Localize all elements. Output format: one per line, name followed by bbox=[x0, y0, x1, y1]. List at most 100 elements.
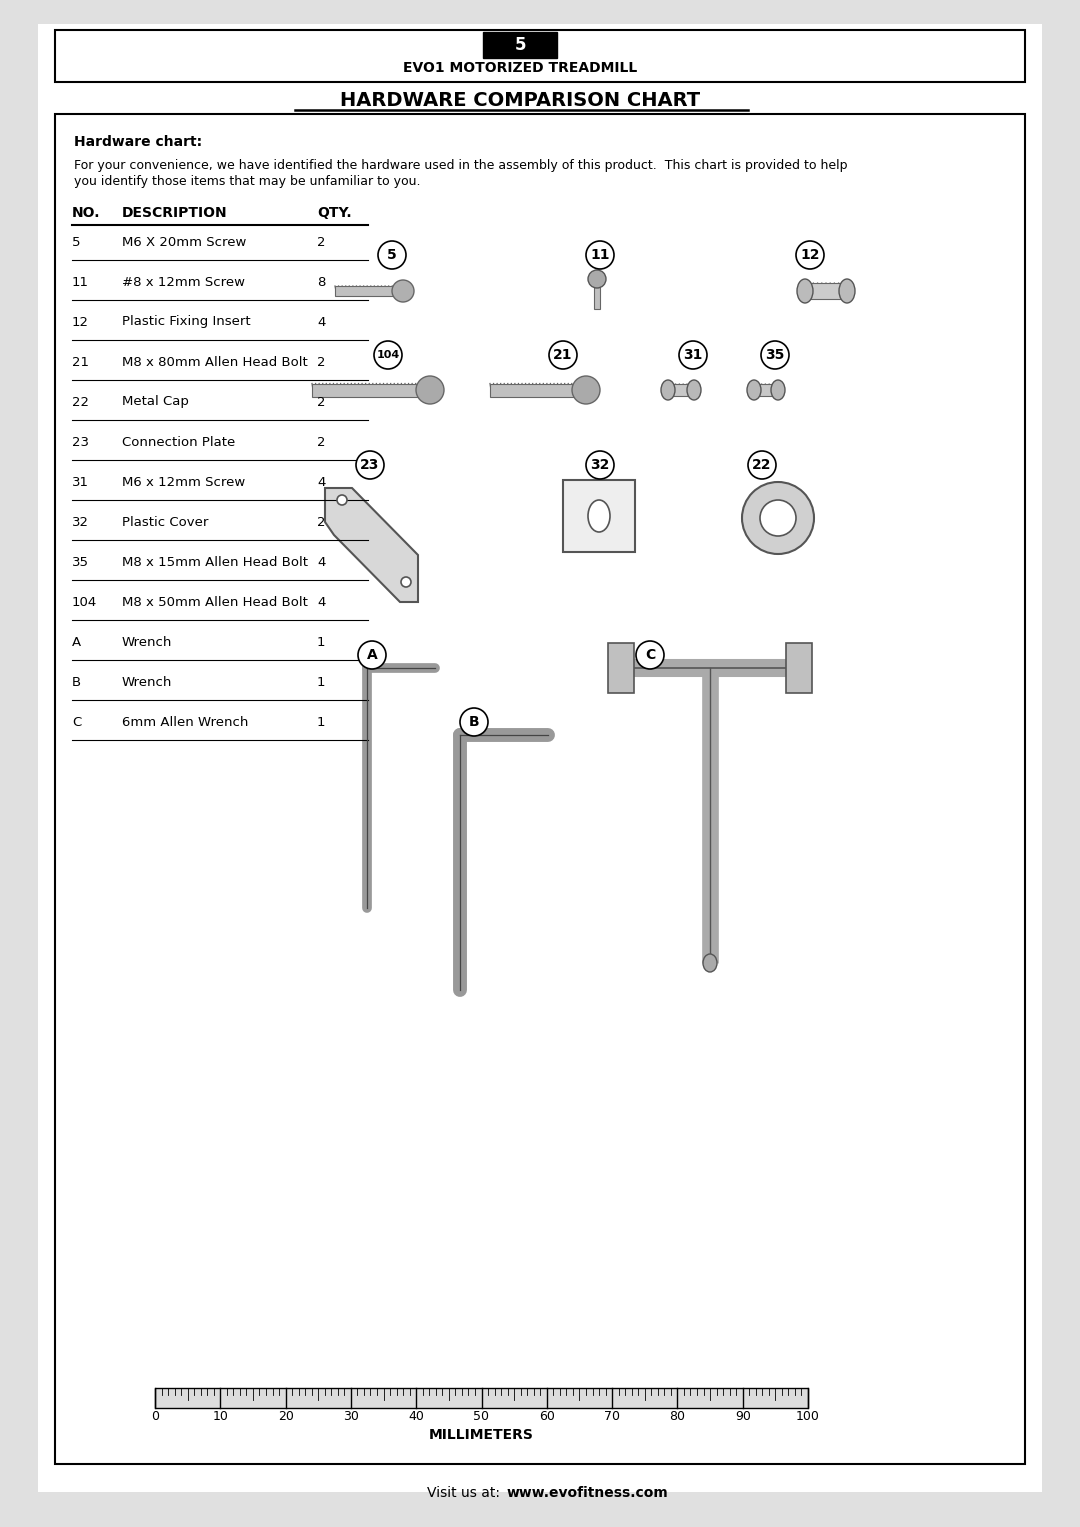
Text: 2: 2 bbox=[318, 235, 325, 249]
Text: B: B bbox=[72, 675, 81, 689]
Bar bbox=[608, 643, 634, 693]
Text: 2: 2 bbox=[318, 516, 325, 528]
Text: M6 x 12mm Screw: M6 x 12mm Screw bbox=[122, 475, 245, 489]
Circle shape bbox=[636, 641, 664, 669]
Text: 32: 32 bbox=[72, 516, 89, 528]
Bar bbox=[754, 383, 778, 395]
Circle shape bbox=[549, 341, 577, 370]
Text: For your convenience, we have identified the hardware used in the assembly of th: For your convenience, we have identified… bbox=[75, 159, 848, 171]
Text: 12: 12 bbox=[72, 316, 89, 328]
Text: 35: 35 bbox=[766, 348, 785, 362]
Text: 40: 40 bbox=[408, 1409, 424, 1423]
Text: 10: 10 bbox=[213, 1409, 228, 1423]
Bar bbox=[669, 383, 694, 395]
Circle shape bbox=[357, 641, 386, 669]
Bar bbox=[594, 287, 600, 308]
Text: NO.: NO. bbox=[72, 206, 100, 220]
Bar bbox=[335, 286, 403, 296]
Text: you identify those items that may be unfamiliar to you.: you identify those items that may be unf… bbox=[75, 174, 420, 188]
Text: M6 X 20mm Screw: M6 X 20mm Screw bbox=[122, 235, 246, 249]
Text: 0: 0 bbox=[151, 1409, 159, 1423]
Text: Connection Plate: Connection Plate bbox=[122, 435, 235, 449]
Text: 21: 21 bbox=[553, 348, 572, 362]
Text: 50: 50 bbox=[473, 1409, 489, 1423]
Ellipse shape bbox=[760, 499, 796, 536]
Text: 22: 22 bbox=[753, 458, 772, 472]
Text: 1: 1 bbox=[318, 675, 325, 689]
Text: 35: 35 bbox=[72, 556, 89, 568]
Circle shape bbox=[356, 450, 384, 479]
Circle shape bbox=[761, 341, 789, 370]
Text: 1: 1 bbox=[318, 716, 325, 728]
Bar bbox=[55, 115, 1025, 1464]
Text: 32: 32 bbox=[591, 458, 610, 472]
Text: 8: 8 bbox=[318, 275, 325, 289]
Ellipse shape bbox=[839, 279, 855, 302]
Circle shape bbox=[374, 341, 402, 370]
Text: 2: 2 bbox=[318, 356, 325, 368]
Text: 5: 5 bbox=[514, 37, 526, 53]
Text: 90: 90 bbox=[734, 1409, 751, 1423]
Text: 11: 11 bbox=[72, 275, 89, 289]
Text: MILLIMETERS: MILLIMETERS bbox=[429, 1428, 534, 1441]
Ellipse shape bbox=[416, 376, 444, 405]
Text: 2: 2 bbox=[318, 395, 325, 409]
Text: 31: 31 bbox=[72, 475, 89, 489]
Circle shape bbox=[679, 341, 707, 370]
Ellipse shape bbox=[687, 380, 701, 400]
Text: M8 x 50mm Allen Head Bolt: M8 x 50mm Allen Head Bolt bbox=[122, 596, 308, 608]
Text: 4: 4 bbox=[318, 316, 325, 328]
Text: 22: 22 bbox=[72, 395, 89, 409]
Text: 20: 20 bbox=[278, 1409, 294, 1423]
Text: HARDWARE COMPARISON CHART: HARDWARE COMPARISON CHART bbox=[340, 90, 700, 110]
Ellipse shape bbox=[572, 376, 600, 405]
Text: 11: 11 bbox=[591, 247, 610, 263]
Bar bbox=[805, 282, 847, 299]
Ellipse shape bbox=[797, 279, 813, 302]
Text: Hardware chart:: Hardware chart: bbox=[75, 134, 202, 150]
Ellipse shape bbox=[661, 380, 675, 400]
Text: 6mm Allen Wrench: 6mm Allen Wrench bbox=[122, 716, 248, 728]
Text: Wrench: Wrench bbox=[122, 635, 173, 649]
Text: 4: 4 bbox=[318, 596, 325, 608]
Ellipse shape bbox=[742, 483, 814, 554]
Text: #8 x 12mm Screw: #8 x 12mm Screw bbox=[122, 275, 245, 289]
Text: 100: 100 bbox=[796, 1409, 820, 1423]
Circle shape bbox=[586, 450, 615, 479]
Text: 1: 1 bbox=[318, 635, 325, 649]
Text: C: C bbox=[72, 716, 81, 728]
Text: 70: 70 bbox=[604, 1409, 620, 1423]
Ellipse shape bbox=[771, 380, 785, 400]
Text: M8 x 15mm Allen Head Bolt: M8 x 15mm Allen Head Bolt bbox=[122, 556, 308, 568]
Circle shape bbox=[460, 709, 488, 736]
Text: Plastic Cover: Plastic Cover bbox=[122, 516, 208, 528]
Text: 5: 5 bbox=[387, 247, 396, 263]
Text: 2: 2 bbox=[318, 435, 325, 449]
Text: 31: 31 bbox=[684, 348, 703, 362]
Text: DESCRIPTION: DESCRIPTION bbox=[122, 206, 228, 220]
Text: www.evofitness.com: www.evofitness.com bbox=[507, 1486, 669, 1500]
Text: Metal Cap: Metal Cap bbox=[122, 395, 189, 409]
Circle shape bbox=[796, 241, 824, 269]
Text: A: A bbox=[366, 647, 377, 663]
Bar bbox=[786, 643, 812, 693]
Text: 60: 60 bbox=[539, 1409, 555, 1423]
Bar bbox=[156, 1388, 808, 1408]
Text: 12: 12 bbox=[800, 247, 820, 263]
Text: C: C bbox=[645, 647, 656, 663]
Text: 4: 4 bbox=[318, 475, 325, 489]
Text: A: A bbox=[72, 635, 81, 649]
Ellipse shape bbox=[747, 380, 761, 400]
Text: Visit us at:: Visit us at: bbox=[427, 1486, 504, 1500]
Bar bbox=[55, 31, 1025, 82]
Ellipse shape bbox=[703, 954, 717, 973]
Text: 23: 23 bbox=[72, 435, 89, 449]
Text: M8 x 80mm Allen Head Bolt: M8 x 80mm Allen Head Bolt bbox=[122, 356, 308, 368]
Text: EVO1 MOTORIZED TREADMILL: EVO1 MOTORIZED TREADMILL bbox=[403, 61, 637, 75]
Bar bbox=[483, 32, 557, 58]
Text: 21: 21 bbox=[72, 356, 89, 368]
Circle shape bbox=[378, 241, 406, 269]
Bar bbox=[312, 383, 430, 397]
Text: Plastic Fixing Insert: Plastic Fixing Insert bbox=[122, 316, 251, 328]
Ellipse shape bbox=[337, 495, 347, 505]
